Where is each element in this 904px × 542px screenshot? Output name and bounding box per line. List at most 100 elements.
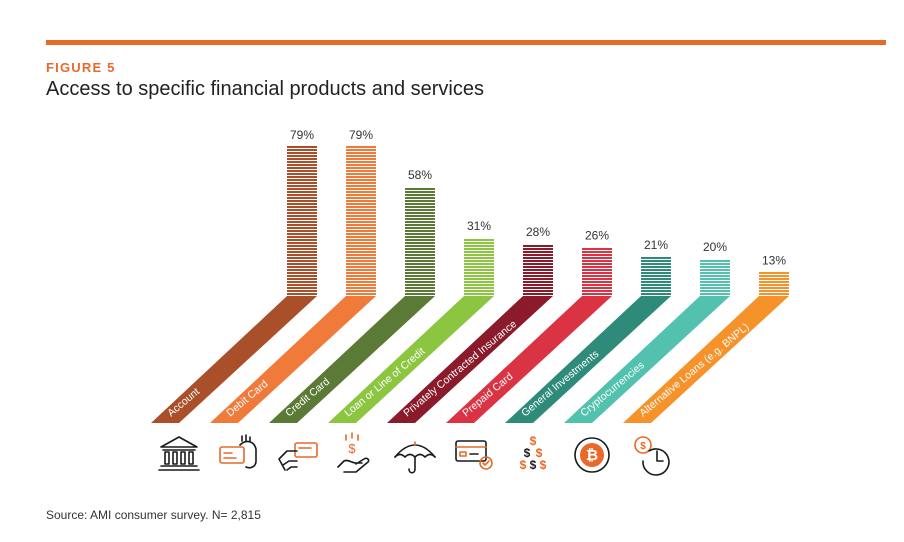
bar-stripe [464,281,494,283]
bar-stripe [582,257,612,259]
bar-stripe [287,182,317,184]
bar-stripe [346,284,376,286]
bar-stripe [346,257,376,259]
bar-stripe [405,227,435,229]
bar-stripe [287,158,317,160]
bar-stripe [523,260,553,262]
svg-text:₿: ₿ [586,447,598,464]
bar-stripe [405,209,435,211]
bar-stripe [287,164,317,166]
bar-stripe [405,254,435,256]
value-label: 58% [408,168,432,182]
bar-stripe [346,164,376,166]
bar-stripe [287,281,317,283]
card-in-hand-icon [219,434,257,469]
bar-stripe [405,215,435,217]
bar-stripe [287,152,317,154]
bar-stripe [700,290,730,292]
bar-stripe [287,269,317,271]
bar-stripe [346,272,376,274]
bar-stripe [346,215,376,217]
bar-stripe [700,266,730,268]
bar-stripe [287,221,317,223]
bar-stripe [287,206,317,208]
bar-stripe [287,200,317,202]
bar-stripe [523,272,553,274]
bar-stripe [346,290,376,292]
bar-stripe [405,263,435,265]
bar-stripe [641,266,671,268]
bar-stripe [700,275,730,277]
bar-stripe [287,215,317,217]
bar-stripe [523,263,553,265]
bar-stripe [464,275,494,277]
bar-stripe [405,278,435,280]
bar-stripe [346,230,376,232]
bar-stripe [346,209,376,211]
bar-stripe [641,287,671,289]
bar-stripe [287,191,317,193]
bar-foot [446,296,612,423]
bank-icon [158,436,200,471]
bar-stripe [523,293,553,295]
bar-foot [564,296,730,423]
bar-stripe [346,233,376,235]
value-label: 20% [703,240,727,254]
bar-stripe [464,290,494,292]
bar-stripe [346,224,376,226]
bar-stripe [405,194,435,196]
bar-stripe [700,263,730,265]
svg-text:$: $ [520,458,527,472]
bar-stripe [287,218,317,220]
bar-stripe [287,260,317,262]
bar-stripe [287,173,317,175]
bar-stripe [405,287,435,289]
dollar-clock-icon: $ [634,436,670,476]
bar-stripe [700,287,730,289]
bar-stripe [464,251,494,253]
bar-stripe [287,179,317,181]
svg-text:$: $ [530,434,537,448]
bar-5 [523,245,553,295]
bar-1 [287,146,317,295]
bar-stripe [287,284,317,286]
bar-stripe [287,209,317,211]
bar-stripe [287,272,317,274]
bar-stripe [464,293,494,295]
bar-foot [151,296,317,423]
bar-stripe [287,251,317,253]
bar-stripe [523,266,553,268]
bar-stripe [582,260,612,262]
bar-stripe [759,293,789,295]
bar-stripe [759,290,789,292]
bar-stripe [405,200,435,202]
bar-stripe [582,269,612,271]
bar-stripe [346,194,376,196]
bar-stripe [464,239,494,241]
bar-stripe [405,293,435,295]
bar-4 [464,239,494,295]
bar-stripe [405,212,435,214]
bar-stripe [641,272,671,274]
bar-stripe [523,254,553,256]
bar-stripe [287,170,317,172]
bar-stripe [464,248,494,250]
bar-stripe [287,254,317,256]
bar-stripe [405,290,435,292]
source-note: Source: AMI consumer survey. N= 2,815 [46,508,261,522]
bar-stripe [287,242,317,244]
bar-stripe [287,197,317,199]
bar-stripe [287,290,317,292]
bar-stripe [582,272,612,274]
bar-stripe [641,275,671,277]
bar-stripe [346,239,376,241]
category-label: Alternative Loans (e.g. BNPL) [637,321,751,419]
bar-foot [269,296,435,423]
bar-stripe [346,155,376,157]
card-check-icon [455,440,493,470]
bar-stripe [346,182,376,184]
bar-stripe [346,236,376,238]
bar-stripe [641,257,671,259]
bar-stripe [582,287,612,289]
bar-stripe [287,149,317,151]
